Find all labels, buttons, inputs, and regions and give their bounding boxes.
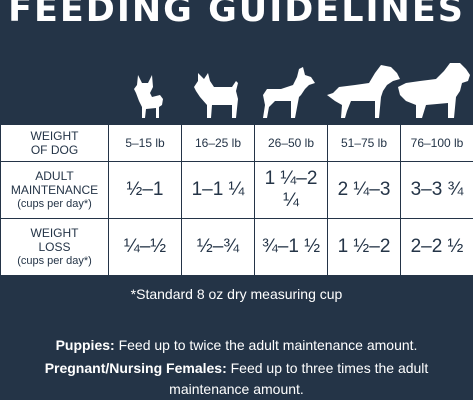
footnote: *Standard 8 oz dry measuring cup	[130, 286, 343, 302]
row-unit: (cups per day*)	[17, 198, 92, 210]
weight-header: 76–100 lb	[400, 124, 473, 162]
table-row-weight-loss: WEIGHT LOSS (cups per day*) ¼–½ ½–¾ ¾–1 …	[0, 218, 473, 276]
table-cell: ¾–1 ½	[254, 218, 328, 276]
chihuahua-icon	[134, 75, 163, 118]
weight-header: 16–25 lb	[181, 124, 255, 162]
row-label-cell: WEIGHT LOSS (cups per day*)	[0, 218, 109, 276]
pregnant-label: Pregnant/Nursing Females:	[44, 360, 227, 376]
table-cell: 3–3 ¾	[400, 161, 473, 219]
puppies-label: Puppies:	[55, 337, 115, 353]
table-header-row: WEIGHT OF DOG 5–15 lb 16–25 lb 26–50 lb …	[0, 124, 473, 162]
header-label-cell: WEIGHT OF DOG	[0, 124, 109, 162]
boxer-icon	[263, 67, 315, 118]
pregnant-text-line1: Feed up to three times the adult	[230, 360, 429, 376]
weight-header: 51–75 lb	[327, 124, 401, 162]
row-unit: (cups per day*)	[17, 255, 92, 267]
table-cell: 1 ½–2	[327, 218, 401, 276]
page-title: FEEDING GUIDELINES	[8, 0, 465, 30]
table-cell: 2 ¼–3	[327, 161, 401, 219]
table-cell: ¼–½	[108, 218, 182, 276]
retriever-icon	[327, 65, 400, 118]
table-row-adult-maintenance: ADULT MAINTENANCE (cups per day*) ½–1 1–…	[0, 161, 473, 219]
header-label-line1: WEIGHT	[30, 129, 79, 143]
table-cell: ½–¾	[181, 218, 255, 276]
table-cell: 2–2 ½	[400, 218, 473, 276]
bernese-mountain-dog-icon	[398, 63, 470, 118]
header-label-line2: OF DOG	[30, 143, 79, 157]
puppies-text: Feed up to twice the adult maintenance a…	[118, 337, 418, 353]
row-label-line2: MAINTENANCE	[10, 183, 99, 197]
dog-size-icons	[0, 62, 473, 124]
row-label-line1: WEIGHT	[30, 226, 79, 240]
row-label-cell: ADULT MAINTENANCE (cups per day*)	[0, 161, 109, 219]
feeding-table: WEIGHT OF DOG 5–15 lb 16–25 lb 26–50 lb …	[0, 124, 473, 276]
table-cell: ½–1	[108, 161, 182, 219]
table-cell: 1 ¼–2 ¼	[254, 161, 328, 219]
row-label-line2: LOSS	[38, 240, 71, 254]
pregnant-text-line2: maintenance amount.	[169, 381, 304, 397]
weight-header: 5–15 lb	[108, 124, 182, 162]
table-cell: 1–1 ¼	[181, 161, 255, 219]
row-label-line1: ADULT	[35, 169, 74, 183]
weight-header: 26–50 lb	[254, 124, 328, 162]
puppies-guideline: Puppies: Feed up to twice the adult main…	[0, 337, 473, 353]
terrier-icon	[194, 73, 238, 118]
pregnant-guideline: Pregnant/Nursing Females: Feed up to thr…	[0, 360, 473, 376]
